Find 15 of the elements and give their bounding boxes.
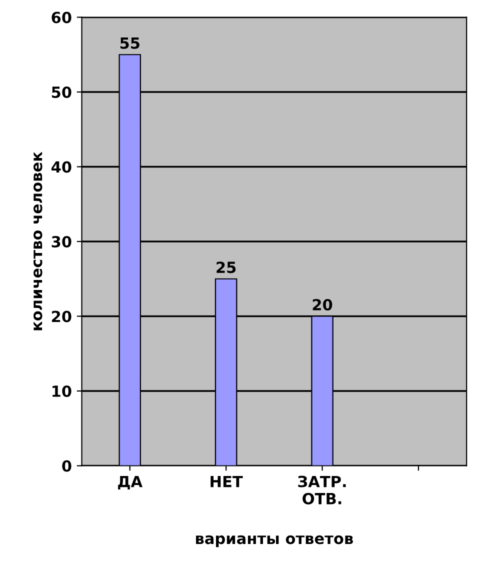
x-tick-label: НЕТ	[210, 476, 243, 488]
y-tick-label: 30	[52, 236, 72, 248]
x-tick-label: ДА	[118, 476, 143, 490]
data-label: 25	[216, 262, 236, 274]
y-tick-label: 60	[52, 12, 72, 24]
y-tick-label: 20	[52, 310, 72, 322]
y-axis-title: количество человек	[34, 152, 42, 330]
y-tick-label: 0	[62, 460, 72, 472]
data-label: 55	[120, 38, 140, 49]
data-label: 20	[312, 298, 332, 311]
y-tick-label: 50	[52, 86, 72, 98]
y-tick-label: 40	[51, 161, 72, 173]
y-tick-label: 10	[52, 385, 72, 398]
x-tick-label: ЗАТР. ОТВ.	[298, 476, 346, 504]
x-axis-title: варианты ответов	[196, 535, 353, 548]
